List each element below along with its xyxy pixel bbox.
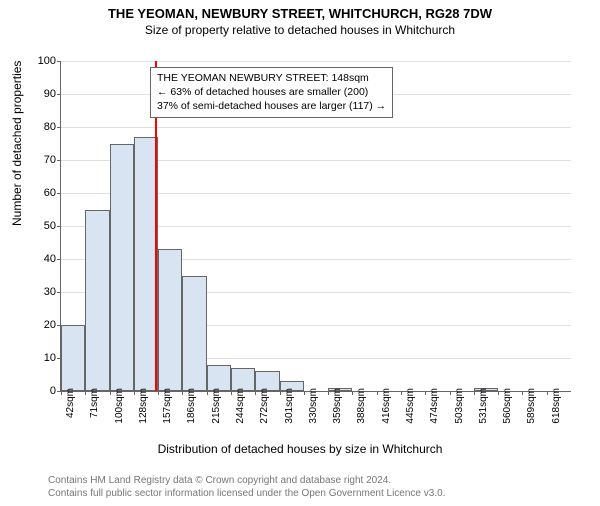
- ytick-mark: [57, 259, 61, 260]
- ytick-mark: [57, 94, 61, 95]
- ytick-label: 0: [31, 385, 56, 397]
- xtick-mark: [85, 391, 86, 395]
- xtick-mark: [474, 391, 475, 395]
- ytick-label: 20: [31, 319, 56, 331]
- xtick-label: 531sqm: [478, 388, 489, 424]
- x-axis-label: Distribution of detached houses by size …: [0, 442, 600, 456]
- ytick-label: 70: [31, 154, 56, 166]
- xtick-mark: [450, 391, 451, 395]
- histogram-bar: [61, 325, 85, 391]
- xtick-label: 186sqm: [186, 388, 197, 424]
- xtick-label: 244sqm: [235, 388, 246, 424]
- xtick-label: 215sqm: [211, 388, 222, 424]
- gridline: [61, 127, 571, 128]
- chart-subtitle: Size of property relative to detached ho…: [0, 23, 600, 37]
- ytick-mark: [57, 160, 61, 161]
- xtick-mark: [328, 391, 329, 395]
- ytick-label: 60: [31, 187, 56, 199]
- xtick-mark: [110, 391, 111, 395]
- ytick-label: 90: [31, 88, 56, 100]
- chart-title: THE YEOMAN, NEWBURY STREET, WHITCHURCH, …: [0, 6, 600, 21]
- xtick-label: 330sqm: [308, 388, 319, 424]
- xtick-mark: [207, 391, 208, 395]
- xtick-mark: [498, 391, 499, 395]
- ytick-mark: [57, 226, 61, 227]
- ytick-label: 50: [31, 220, 56, 232]
- xtick-label: 359sqm: [332, 388, 343, 424]
- xtick-mark: [547, 391, 548, 395]
- xtick-mark: [401, 391, 402, 395]
- footer-line-1: Contains HM Land Registry data © Crown c…: [48, 474, 445, 487]
- xtick-label: 157sqm: [162, 388, 173, 424]
- xtick-label: 42sqm: [65, 388, 76, 418]
- xtick-label: 128sqm: [138, 388, 149, 424]
- xtick-label: 589sqm: [526, 388, 537, 424]
- xtick-mark: [158, 391, 159, 395]
- xtick-mark: [522, 391, 523, 395]
- xtick-label: 503sqm: [454, 388, 465, 424]
- xtick-mark: [425, 391, 426, 395]
- xtick-label: 71sqm: [89, 388, 100, 418]
- xtick-mark: [134, 391, 135, 395]
- annotation-line-2: ← 63% of detached houses are smaller (20…: [157, 85, 386, 99]
- xtick-label: 100sqm: [114, 388, 125, 424]
- histogram-bar: [182, 276, 206, 392]
- xtick-label: 618sqm: [551, 388, 562, 424]
- ytick-mark: [57, 127, 61, 128]
- xtick-mark: [182, 391, 183, 395]
- histogram-bar: [110, 144, 134, 392]
- ytick-mark: [57, 292, 61, 293]
- xtick-label: 416sqm: [381, 388, 392, 424]
- xtick-label: 445sqm: [405, 388, 416, 424]
- xtick-mark: [352, 391, 353, 395]
- xtick-label: 388sqm: [356, 388, 367, 424]
- xtick-label: 272sqm: [259, 388, 270, 424]
- chart-area: 010203040506070809010042sqm71sqm100sqm12…: [60, 61, 570, 391]
- histogram-bar: [85, 210, 109, 392]
- xtick-label: 474sqm: [429, 388, 440, 424]
- ytick-label: 80: [31, 121, 56, 133]
- histogram-bar: [158, 249, 182, 391]
- xtick-mark: [280, 391, 281, 395]
- footer-line-2: Contains full public sector information …: [48, 487, 445, 500]
- xtick-label: 301sqm: [284, 388, 295, 424]
- annotation-box: THE YEOMAN NEWBURY STREET: 148sqm ← 63% …: [150, 67, 393, 118]
- xtick-mark: [304, 391, 305, 395]
- ytick-mark: [57, 193, 61, 194]
- xtick-label: 560sqm: [502, 388, 513, 424]
- annotation-line-1: THE YEOMAN NEWBURY STREET: 148sqm: [157, 71, 386, 85]
- xtick-mark: [377, 391, 378, 395]
- xtick-mark: [231, 391, 232, 395]
- gridline: [61, 61, 571, 62]
- ytick-label: 10: [31, 352, 56, 364]
- y-axis-label: Number of detached properties: [10, 61, 24, 226]
- xtick-mark: [61, 391, 62, 395]
- ytick-mark: [57, 61, 61, 62]
- attribution-footer: Contains HM Land Registry data © Crown c…: [48, 474, 445, 500]
- ytick-label: 30: [31, 286, 56, 298]
- ytick-label: 100: [31, 55, 56, 67]
- xtick-mark: [255, 391, 256, 395]
- annotation-line-3: 37% of semi-detached houses are larger (…: [157, 99, 386, 113]
- ytick-label: 40: [31, 253, 56, 265]
